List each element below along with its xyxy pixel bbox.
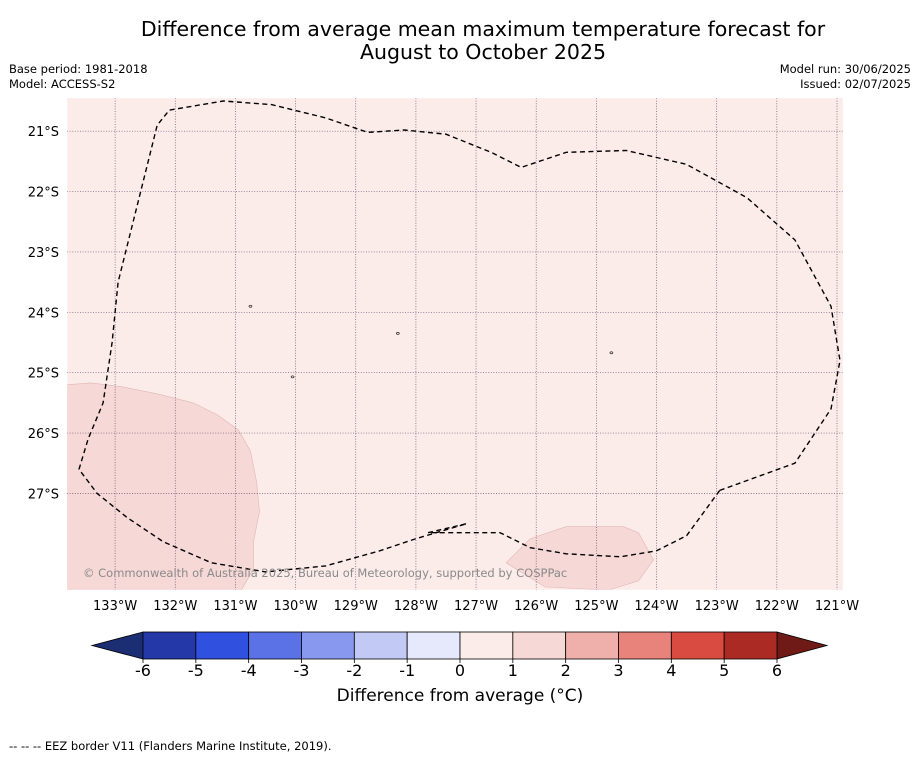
model-name: Model: ACCESS-S2 [9,77,116,91]
colorbar-bin [618,631,672,660]
colorbar-tick-label: 6 [772,661,782,680]
eez-border-line [78,100,841,573]
lon-tick-label: 122°W [755,599,799,614]
lon-tick-label: 131°W [213,599,257,614]
anomaly-region-2 [505,526,654,590]
colorbar-bin [459,631,514,660]
copyright-text: © Commonwealth of Australia 2025, Bureau… [83,566,567,580]
lon-tick-label: 126°W [514,599,558,614]
small-island [290,375,295,379]
colorbar-tick-label: -3 [294,661,310,680]
title-line-2: August to October 2025 [359,40,607,64]
lat-tick-label: 21°S [28,125,59,140]
eez-footnote: -- -- -- EEZ border V11 (Flanders Marine… [9,739,332,753]
lon-tick-label: 129°W [334,599,378,614]
lon-tick-label: 132°W [153,599,197,614]
colorbar-tick-label: 2 [561,661,571,680]
colorbar-bin [248,631,302,660]
colorbar-bin [353,631,408,660]
lat-tick-label: 25°S [28,367,59,382]
lat-tick-label: 24°S [28,306,59,321]
model-run: Model run: 30/06/2025 [779,62,911,76]
lon-tick-label: 133°W [93,599,137,614]
lon-tick-label: 121°W [815,599,859,614]
colorbar-tick-label: -5 [188,661,204,680]
issued-date: Issued: 02/07/2025 [800,77,911,91]
colorbar-bin [301,631,355,660]
map-frame [66,97,844,591]
colorbar-tick-label: -2 [346,661,362,680]
forecast-map: © Commonwealth of Australia 2025, Bureau… [28,97,859,680]
small-island [248,304,253,308]
meta-right: Model run: 30/06/2025 Issued: 02/07/2025 [780,62,911,92]
map-layer: © Commonwealth of Australia 2025, Bureau… [28,97,859,614]
colorbar-extend-high [776,631,829,660]
colorbar-bin [565,631,619,660]
colorbar-bin [670,631,725,660]
lat-tick-label: 26°S [28,427,59,442]
lat-tick-label: 22°S [28,186,59,201]
colorbar-extend-low [90,631,144,660]
lon-tick-label: 130°W [274,599,318,614]
base-period: Base period: 1981-2018 [9,62,148,76]
map-title: Difference from average mean maximum tem… [0,18,919,64]
colorbar-tick-label: 0 [455,661,465,680]
colorbar-bin [142,631,197,660]
lat-tick-label: 23°S [28,246,59,261]
lon-tick-label: 127°W [454,599,498,614]
colorbar-tick-label: -1 [399,661,415,680]
colorbar-bin [723,631,778,660]
colorbar-tick-label: -4 [241,661,257,680]
colorbar-unit-label: Difference from average (°C) [336,686,584,706]
colorbar-bin [512,631,567,660]
small-island [609,351,614,355]
map-content: © Commonwealth of Australia 2025, Bureau… [67,98,843,590]
small-island [396,332,400,335]
colorbar-tick-label: 1 [508,661,518,680]
lon-tick-label: 123°W [695,599,739,614]
colorbar-bin [406,631,461,660]
lon-tick-label: 125°W [574,599,618,614]
meta-left: Base period: 1981-2018 Model: ACCESS-S2 [9,62,148,92]
colorbar-bin [195,631,250,660]
lat-tick-label: 27°S [28,487,59,502]
colorbar-tick-label: 3 [613,661,623,680]
colorbar-tick-label: 4 [666,661,676,680]
title-line-1: Difference from average mean maximum tem… [140,17,826,41]
colorbar-tick-label: -6 [135,661,151,680]
colorbar-tick-label: 5 [719,661,729,680]
colorbar: -6 -5 -4 -3 -2 -1 0 1 2 3 4 5 6 [90,631,829,680]
lon-tick-label: 124°W [634,599,678,614]
lon-tick-label: 128°W [394,599,438,614]
